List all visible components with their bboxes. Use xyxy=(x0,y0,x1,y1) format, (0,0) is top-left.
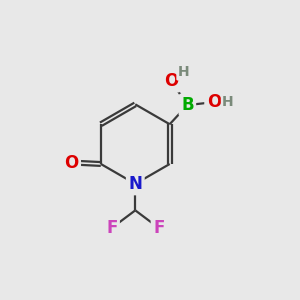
Text: B: B xyxy=(181,96,194,114)
Text: O: O xyxy=(207,93,221,111)
Text: N: N xyxy=(128,175,142,193)
Text: O: O xyxy=(164,72,178,90)
Text: F: F xyxy=(106,219,117,237)
Text: F: F xyxy=(153,219,164,237)
Text: H: H xyxy=(222,94,234,109)
Text: H: H xyxy=(178,65,189,79)
Text: O: O xyxy=(64,154,79,172)
